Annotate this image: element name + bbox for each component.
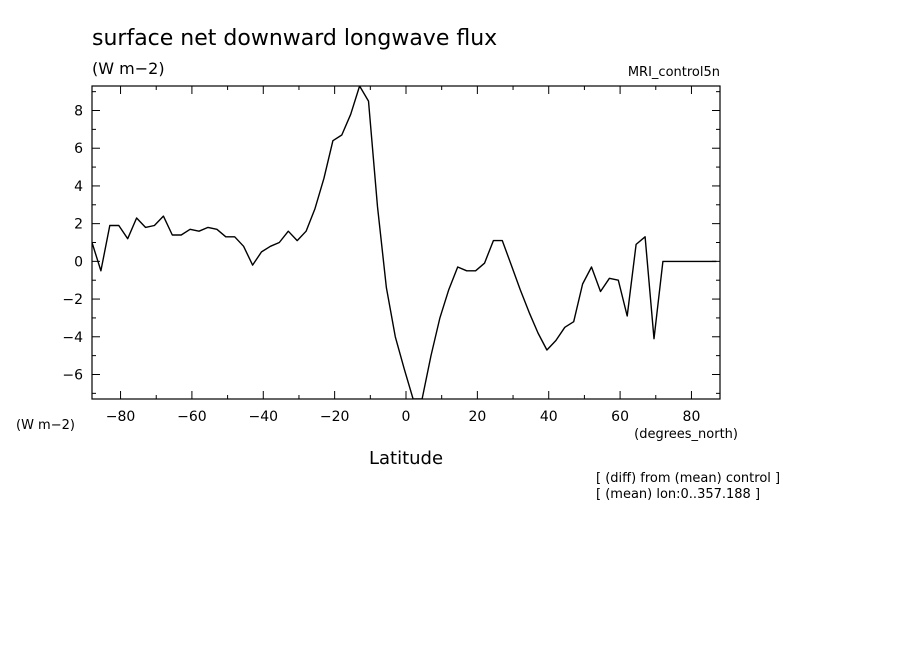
- chart-units: (W m−2): [92, 59, 165, 78]
- y-tick-label: 6: [74, 141, 83, 157]
- x-tick-label: 20: [468, 409, 486, 425]
- series-line-0: [92, 86, 717, 399]
- note-diff: [ (diff) from (mean) control ]: [596, 471, 780, 486]
- x-axis-label: Latitude: [369, 448, 443, 469]
- note-mean: [ (mean) lon:0..357.188 ]: [596, 487, 760, 502]
- y-tick-label: 4: [74, 179, 83, 195]
- y-tick-label: −4: [62, 330, 83, 346]
- dataset-label: MRI_control5n: [628, 65, 720, 80]
- x-units-label: (degrees_north): [634, 427, 738, 442]
- chart-title: surface net downward longwave flux: [92, 26, 497, 51]
- x-tick-label: −60: [177, 409, 207, 425]
- x-tick-label: 0: [402, 409, 411, 425]
- x-tick-label: 40: [540, 409, 558, 425]
- y-units-label: (W m−2): [16, 418, 75, 433]
- y-tick-label: −2: [62, 292, 83, 308]
- x-tick-label: −40: [248, 409, 278, 425]
- y-tick-label: −6: [62, 367, 83, 383]
- y-tick-label: 2: [74, 217, 83, 233]
- x-tick-label: −80: [106, 409, 136, 425]
- x-tick-label: 80: [683, 409, 701, 425]
- y-tick-label: 8: [74, 104, 83, 120]
- y-axis-ticks: −6 −4 −2 0 2 4 6 8: [62, 91, 720, 394]
- plot-frame: [91, 85, 721, 400]
- y-tick-label: 0: [74, 254, 83, 270]
- x-tick-label: 60: [611, 409, 629, 425]
- x-tick-label: −20: [320, 409, 350, 425]
- x-axis-ticks: −80 −60 −40 −20 0 20 40 60 80: [106, 86, 701, 425]
- series-layer: [92, 86, 717, 399]
